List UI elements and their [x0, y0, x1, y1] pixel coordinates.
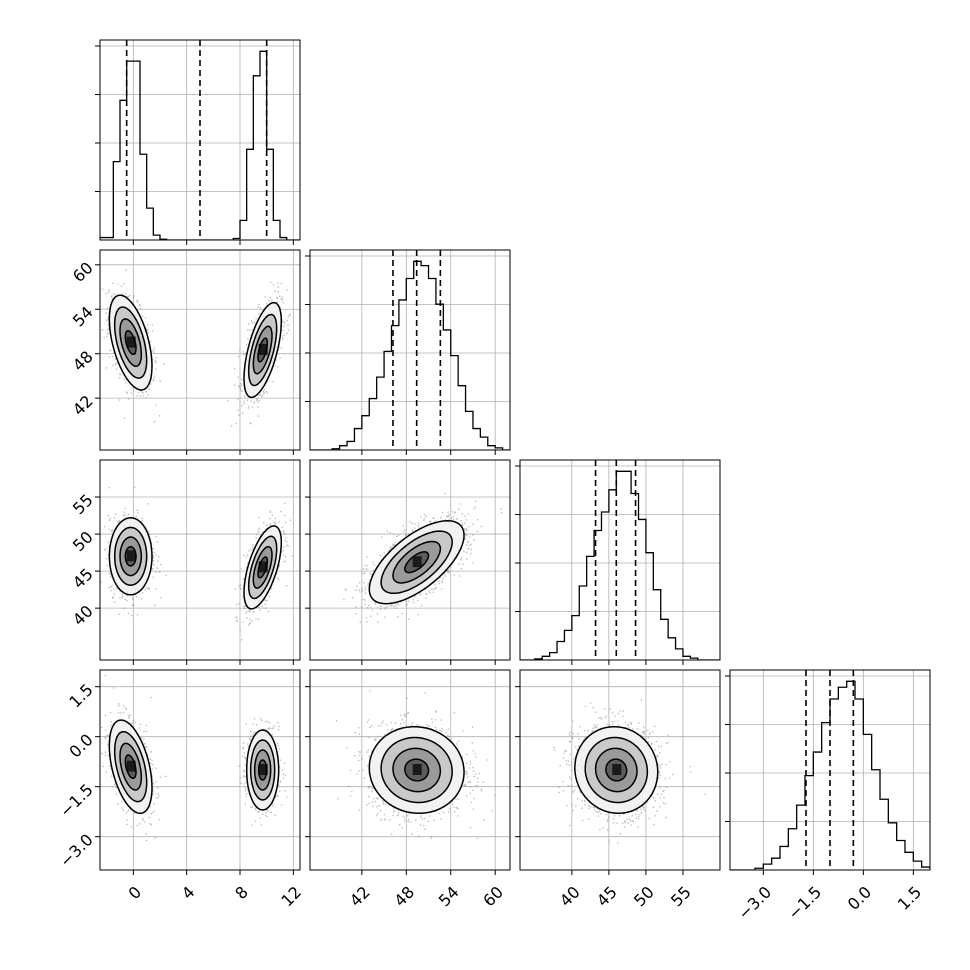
x-tick-label: 0.0 [844, 882, 875, 913]
y-tick-label: 1.5 [65, 680, 96, 711]
contour-line [124, 754, 137, 780]
y-tick-label: 48 [69, 347, 97, 375]
density-peak [126, 336, 136, 348]
y-tick-label: 50 [69, 527, 97, 555]
panel-frame [99, 669, 301, 871]
contour-line [252, 325, 273, 375]
contour-line [605, 758, 628, 782]
contour-line [392, 747, 442, 793]
x-tick-label: 1.5 [894, 882, 925, 913]
panel-frame [99, 39, 301, 241]
y-tick-label: 54 [69, 303, 97, 331]
x-tick-label: 8 [231, 882, 252, 903]
density-peak [412, 764, 422, 775]
y-tick-label: −3.0 [56, 830, 97, 871]
contour-line [124, 545, 137, 567]
histogram-p3 [730, 680, 930, 870]
contour-line [380, 530, 453, 595]
panel-frame [729, 669, 931, 871]
contour-line [392, 540, 442, 584]
panel-frame [309, 669, 511, 871]
density-panel [100, 269, 292, 427]
histogram-p2 [520, 470, 720, 660]
panel-frame [309, 249, 511, 451]
density-peak [258, 561, 268, 573]
contour-line [108, 517, 153, 596]
density-panel [100, 486, 294, 641]
contour-line [243, 301, 283, 399]
x-tick-label: 40 [556, 882, 584, 910]
contour-line [113, 306, 148, 379]
contour-line [594, 747, 638, 793]
x-tick-label: 12 [277, 882, 305, 910]
y-tick-label: 60 [69, 258, 97, 286]
contour-line [247, 313, 278, 387]
density-panel [100, 674, 288, 842]
contour-line [380, 736, 453, 804]
y-tick-label: −1.5 [56, 780, 97, 821]
density-peak [258, 344, 268, 355]
y-tick-label: 55 [69, 490, 97, 518]
contour-line [108, 294, 153, 391]
contour-line [584, 736, 649, 804]
contour-line [113, 526, 148, 586]
y-tick-label: 0.0 [65, 730, 96, 761]
contour-line [404, 551, 430, 574]
x-tick-label: 50 [630, 882, 658, 910]
contour-line [252, 545, 273, 589]
x-tick-label: 45 [593, 882, 621, 910]
density-panel [343, 493, 503, 623]
contour-line [119, 318, 143, 368]
histogram-p1 [310, 260, 510, 450]
contour-line [247, 535, 278, 600]
contour-line [124, 329, 137, 356]
contour-line [253, 749, 272, 791]
panel-frame [519, 669, 721, 871]
x-tick-label: 42 [346, 882, 374, 910]
x-tick-label: −1.5 [784, 882, 825, 923]
density-peak [612, 764, 622, 775]
contour-line [257, 556, 269, 579]
density-peak [258, 764, 268, 775]
contour-line [574, 725, 659, 815]
x-tick-label: 4 [178, 882, 199, 903]
contour-line [404, 758, 430, 782]
x-tick-label: 0 [125, 882, 146, 903]
panel-frame [99, 459, 301, 661]
x-tick-label: 55 [667, 882, 695, 910]
x-tick-label: 60 [479, 882, 507, 910]
contour-line [368, 725, 465, 815]
y-tick-label: 40 [69, 602, 97, 630]
contour-line [113, 730, 148, 803]
density-panel [553, 699, 706, 845]
panel-frame [99, 249, 301, 451]
contour-line [249, 739, 276, 801]
density-peak [126, 550, 136, 562]
contour-line [119, 536, 143, 577]
panel-frame [309, 459, 511, 661]
contour-line [243, 525, 283, 610]
x-tick-label: 48 [390, 882, 418, 910]
density-panel [335, 689, 496, 840]
contour-line [257, 337, 269, 363]
contour-line [119, 742, 143, 791]
panel-frame [519, 459, 721, 661]
contour-line [368, 519, 465, 605]
contour-line [108, 719, 153, 815]
contour-line [245, 729, 280, 811]
contour-line [257, 759, 268, 781]
y-tick-label: 42 [69, 392, 97, 420]
x-tick-label: 54 [435, 882, 463, 910]
x-tick-label: −3.0 [734, 882, 775, 923]
density-peak [412, 556, 422, 568]
histogram-p0 [100, 50, 300, 240]
y-tick-label: 45 [69, 564, 97, 592]
density-peak [126, 760, 136, 772]
